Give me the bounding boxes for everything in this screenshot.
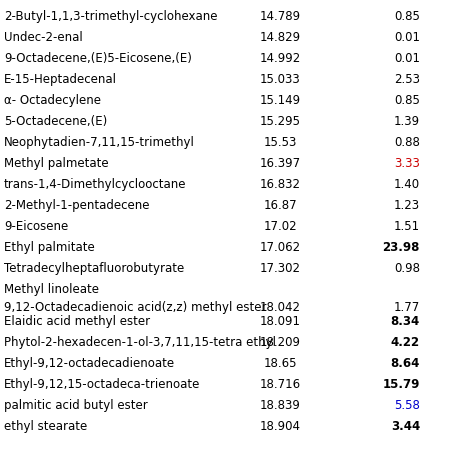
Text: 17.02: 17.02	[263, 220, 297, 233]
Text: 0.01: 0.01	[394, 31, 420, 44]
Text: 5-Octadecene,(E): 5-Octadecene,(E)	[4, 115, 107, 128]
Text: 15.53: 15.53	[264, 136, 297, 149]
Text: α- Octadecylene: α- Octadecylene	[4, 94, 101, 107]
Text: Ethyl-9,12-octadecadienoate: Ethyl-9,12-octadecadienoate	[4, 357, 175, 370]
Text: 2.53: 2.53	[394, 73, 420, 86]
Text: 16.87: 16.87	[263, 199, 297, 212]
Text: Methyl linoleate: Methyl linoleate	[4, 283, 99, 296]
Text: 18.65: 18.65	[263, 357, 297, 370]
Text: 1.40: 1.40	[394, 178, 420, 191]
Text: 5.58: 5.58	[394, 399, 420, 412]
Text: 1.39: 1.39	[394, 115, 420, 128]
Text: 0.85: 0.85	[394, 10, 420, 23]
Text: trans-1,4-Dimethylcyclooctane: trans-1,4-Dimethylcyclooctane	[4, 178, 186, 191]
Text: Neophytadien-7,11,15-trimethyl: Neophytadien-7,11,15-trimethyl	[4, 136, 195, 149]
Text: 18.716: 18.716	[259, 378, 301, 391]
Text: 2-Methyl-1-pentadecene: 2-Methyl-1-pentadecene	[4, 199, 149, 212]
Text: palmitic acid butyl ester: palmitic acid butyl ester	[4, 399, 148, 412]
Text: 8.34: 8.34	[391, 315, 420, 328]
Text: 14.829: 14.829	[259, 31, 301, 44]
Text: 3.44: 3.44	[391, 420, 420, 433]
Text: 1.51: 1.51	[394, 220, 420, 233]
Text: 18.904: 18.904	[259, 420, 301, 433]
Text: 14.789: 14.789	[259, 10, 301, 23]
Text: 0.88: 0.88	[394, 136, 420, 149]
Text: 4.22: 4.22	[391, 336, 420, 349]
Text: 17.302: 17.302	[259, 262, 301, 275]
Text: 17.062: 17.062	[259, 241, 301, 254]
Text: 9,12-Octadecadienoic acid(z,z) methyl ester: 9,12-Octadecadienoic acid(z,z) methyl es…	[4, 301, 266, 314]
Text: 1.77: 1.77	[394, 301, 420, 314]
Text: ethyl stearate: ethyl stearate	[4, 420, 87, 433]
Text: 1.23: 1.23	[394, 199, 420, 212]
Text: 18.209: 18.209	[259, 336, 301, 349]
Text: 2-Butyl-1,1,3-trimethyl-cyclohexane: 2-Butyl-1,1,3-trimethyl-cyclohexane	[4, 10, 218, 23]
Text: Ethyl palmitate: Ethyl palmitate	[4, 241, 95, 254]
Text: 9-Octadecene,(E)5-Eicosene,(E): 9-Octadecene,(E)5-Eicosene,(E)	[4, 52, 192, 65]
Text: Tetradecylheptafluorobutyrate: Tetradecylheptafluorobutyrate	[4, 262, 184, 275]
Text: Elaidic acid methyl ester: Elaidic acid methyl ester	[4, 315, 150, 328]
Text: 0.01: 0.01	[394, 52, 420, 65]
Text: 15.033: 15.033	[260, 73, 301, 86]
Text: Phytol-2-hexadecen-1-ol-3,7,11,15-tetra ethyl: Phytol-2-hexadecen-1-ol-3,7,11,15-tetra …	[4, 336, 276, 349]
Text: Ethyl-9,12,15-octadeca-trienoate: Ethyl-9,12,15-octadeca-trienoate	[4, 378, 201, 391]
Text: 18.042: 18.042	[259, 301, 301, 314]
Text: E-15-Heptadecenal: E-15-Heptadecenal	[4, 73, 117, 86]
Text: 16.397: 16.397	[259, 157, 301, 170]
Text: 9-Eicosene: 9-Eicosene	[4, 220, 68, 233]
Text: 0.85: 0.85	[394, 94, 420, 107]
Text: 14.992: 14.992	[259, 52, 301, 65]
Text: Methyl palmetate: Methyl palmetate	[4, 157, 109, 170]
Text: 23.98: 23.98	[383, 241, 420, 254]
Text: Undec-2-enal: Undec-2-enal	[4, 31, 83, 44]
Text: 15.295: 15.295	[259, 115, 301, 128]
Text: 3.33: 3.33	[394, 157, 420, 170]
Text: 18.091: 18.091	[259, 315, 301, 328]
Text: 15.79: 15.79	[383, 378, 420, 391]
Text: 8.64: 8.64	[391, 357, 420, 370]
Text: 16.832: 16.832	[259, 178, 301, 191]
Text: 15.149: 15.149	[259, 94, 301, 107]
Text: 18.839: 18.839	[260, 399, 301, 412]
Text: 0.98: 0.98	[394, 262, 420, 275]
